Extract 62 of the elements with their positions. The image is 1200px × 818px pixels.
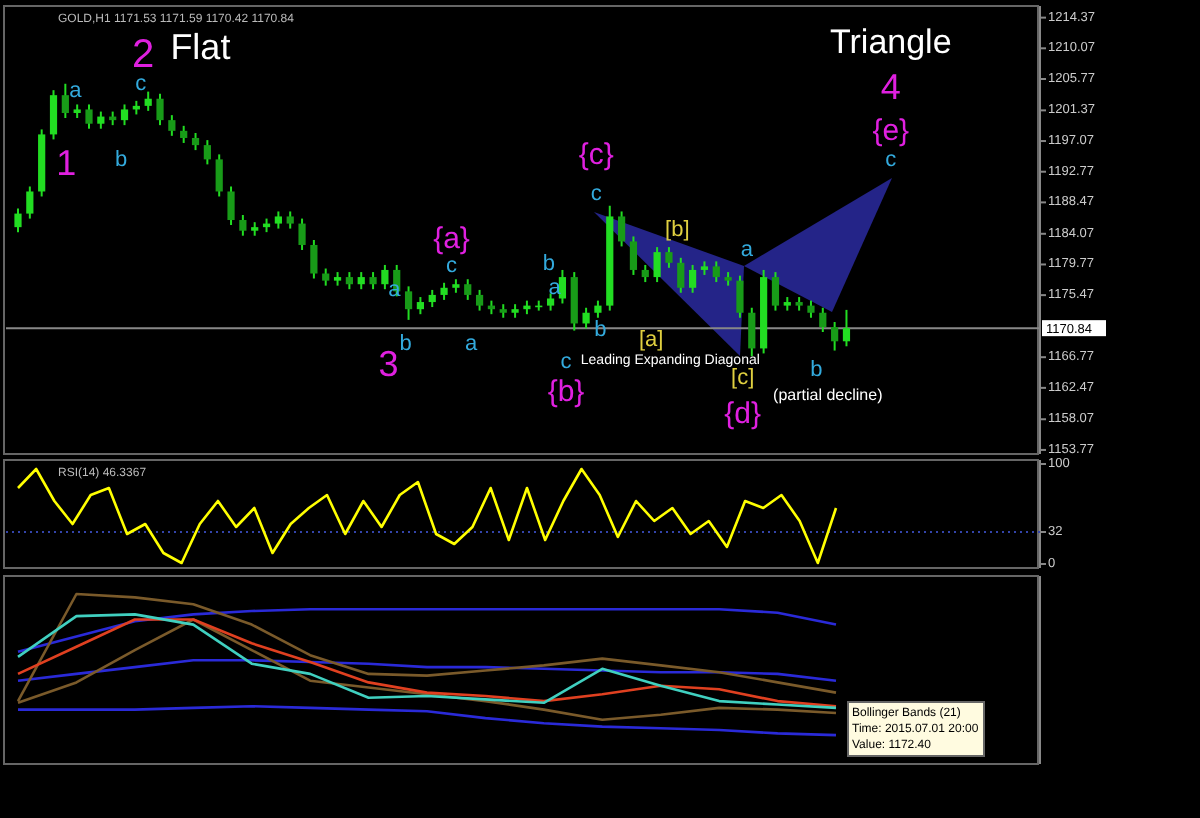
candlestick <box>582 306 590 330</box>
annotation: {b} <box>547 374 585 409</box>
candlestick <box>298 217 306 251</box>
annotation: a <box>388 277 403 302</box>
candlestick <box>736 274 744 319</box>
annotation: b <box>114 147 128 172</box>
candlestick <box>653 246 661 284</box>
candlestick <box>227 185 235 227</box>
annotation: a <box>69 79 84 104</box>
annotation: (partial decline) <box>773 386 884 405</box>
candlestick <box>239 214 247 237</box>
candlestick <box>475 288 484 312</box>
candlestick <box>404 285 413 321</box>
annotation: a <box>465 332 480 357</box>
candlestick <box>381 263 389 291</box>
candlestick <box>842 308 851 348</box>
candlestick <box>14 207 22 234</box>
annotation: Triangle <box>830 22 952 61</box>
candlestick <box>771 271 780 312</box>
candlestick <box>61 82 69 119</box>
candlestick <box>665 246 673 269</box>
candlestick <box>310 238 318 280</box>
candlestick <box>203 139 211 166</box>
annotation: a <box>740 237 755 262</box>
annotation: {a} <box>433 221 470 256</box>
annotation: c <box>446 254 459 279</box>
annotation: {c} <box>578 137 614 172</box>
candlestick <box>689 263 697 294</box>
candlestick <box>464 278 472 301</box>
annotation: b <box>810 358 823 383</box>
candlestick <box>712 260 720 284</box>
annotation: [b] <box>665 217 690 242</box>
annotation: 1 <box>56 143 77 184</box>
annotation: 4 <box>880 66 901 107</box>
annotation: {d} <box>724 396 762 431</box>
annotation: c <box>560 350 573 375</box>
candlestick <box>168 114 176 137</box>
candlestick <box>831 321 839 352</box>
annotation: {e} <box>872 113 910 148</box>
candlestick <box>629 235 638 276</box>
annotation: Flat <box>170 27 231 68</box>
candlestick <box>215 153 223 198</box>
candlestick <box>819 306 827 334</box>
candlestick <box>120 103 129 127</box>
annotation: [c] <box>731 366 755 391</box>
annotation: 3 <box>378 343 399 384</box>
candlestick <box>677 256 685 294</box>
annotation: c <box>885 147 898 172</box>
line-series <box>16 467 838 565</box>
annotation: b <box>542 252 556 277</box>
annotation: 2 <box>132 32 155 77</box>
annotation: b <box>399 332 412 357</box>
candlestick <box>144 90 152 112</box>
candlestick <box>26 185 34 220</box>
candlestick <box>618 210 626 248</box>
annotation: [a] <box>638 328 664 353</box>
annotation: c <box>590 182 603 207</box>
candlestick <box>49 89 58 141</box>
annotation: c <box>135 71 148 96</box>
candlestick <box>156 92 164 127</box>
candlestick <box>570 271 578 332</box>
candlestick <box>85 103 93 130</box>
